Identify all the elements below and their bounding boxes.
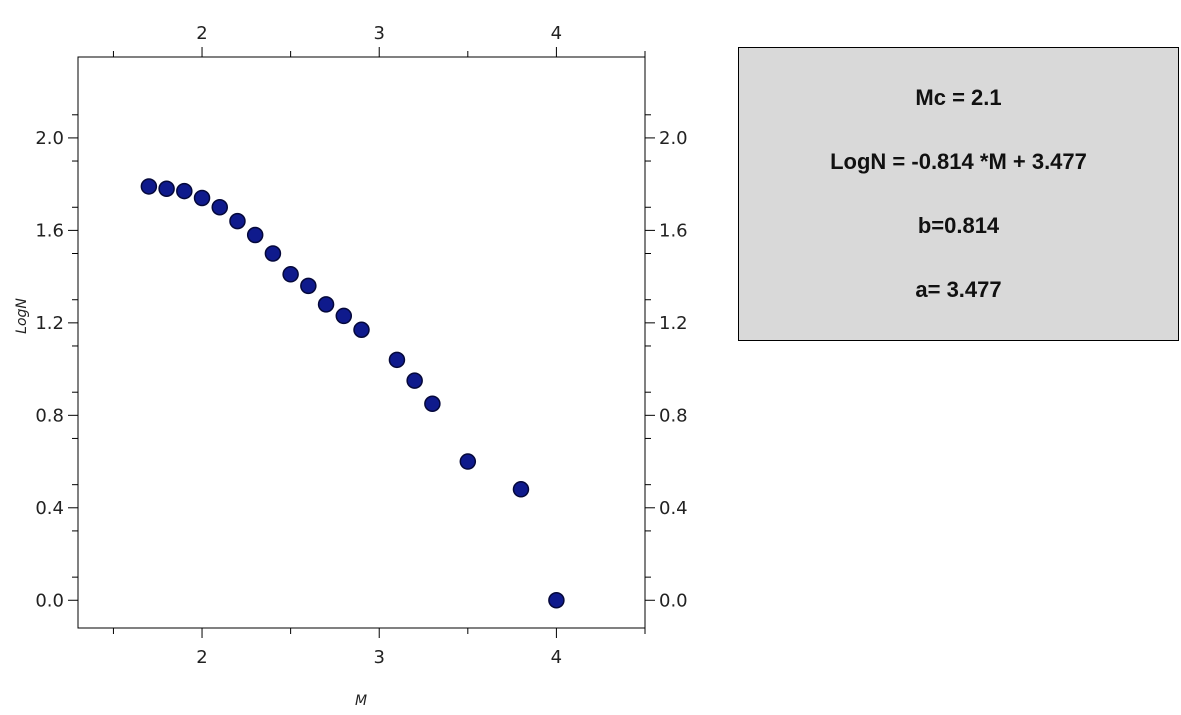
x-tick-label-top: 4 [551, 23, 562, 44]
data-point [158, 180, 175, 198]
data-point [140, 178, 158, 195]
data-point [229, 212, 246, 230]
data-point [176, 182, 193, 200]
y-tick-label-right: 2.0 [659, 128, 688, 149]
regression-equation: LogN = -0.814 *M + 3.477 [830, 149, 1087, 174]
data-point [246, 226, 264, 244]
data-point [317, 296, 335, 313]
tick-marks [68, 47, 655, 638]
data-point [335, 307, 353, 325]
y-tick-label-left: 1.2 [35, 313, 64, 334]
data-point [300, 277, 317, 295]
data-point [424, 395, 441, 413]
y-tick-label-left: 0.4 [35, 498, 64, 519]
x-tick-label-bottom: 3 [373, 647, 384, 668]
x-tick-label-bottom: 2 [196, 647, 207, 668]
data-point [211, 199, 228, 216]
data-point [264, 245, 282, 262]
y-tick-label-right: 0.0 [659, 590, 688, 611]
y-tick-label-right: 0.8 [659, 405, 688, 426]
plot-frame [77, 56, 646, 629]
a-value: a= 3.477 [915, 277, 1002, 302]
y-axis-label: LogN [14, 298, 30, 334]
data-point [193, 189, 211, 207]
b-value: b=0.814 [917, 213, 1000, 238]
data-points [140, 178, 565, 609]
mc-value: Mc = 2.1 [915, 85, 1002, 110]
data-point [282, 266, 299, 283]
y-tick-label-left: 1.6 [35, 220, 64, 241]
x-tick-label-top: 2 [196, 23, 207, 44]
x-axis-label: M [355, 693, 367, 709]
data-point [459, 453, 477, 470]
y-tick-label-left: 2.0 [35, 128, 64, 149]
y-tick-label-right: 1.2 [659, 313, 688, 334]
y-tick-label-right: 1.6 [659, 220, 688, 241]
regression-info-box: Mc = 2.1 LogN = -0.814 *M + 3.477 b=0.81… [738, 47, 1179, 341]
y-tick-label-left: 0.0 [35, 590, 64, 611]
y-tick-label-right: 0.4 [659, 498, 688, 519]
data-point [406, 372, 423, 389]
scatter-chart: 2 2 3 3 4 4 0.0 0.0 0.4 0.4 0.8 0.8 1.2 1.2 1.6 1.6 2.0 2… [14, 23, 688, 709]
data-point [353, 321, 370, 339]
y-tick-label-left: 0.8 [35, 405, 64, 426]
x-tick-label-bottom: 4 [551, 647, 562, 668]
data-point [512, 481, 530, 498]
data-point [388, 351, 406, 369]
tick-labels: 2 2 3 3 4 4 0.0 0.0 0.4 0.4 0.8 0.8 1.2 1.2 1.6 1.6 2.0 2… [35, 23, 687, 668]
x-tick-label-top: 3 [373, 23, 384, 44]
data-point [548, 592, 565, 609]
